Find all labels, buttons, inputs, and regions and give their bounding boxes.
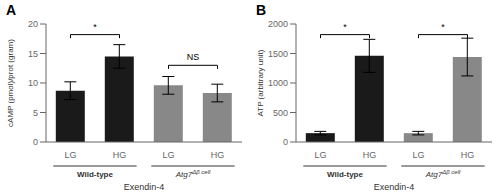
svg-text:0: 0 [33,137,38,147]
svg-text:20: 20 [28,19,38,29]
svg-text:cAMP (pmol)/prot (gram): cAMP (pmol)/prot (gram) [8,39,15,127]
svg-text:HG: HG [363,150,377,160]
svg-text:Exendin-4: Exendin-4 [124,182,165,192]
svg-text:Atg7Δβ cell: Atg7Δβ cell [175,169,211,179]
svg-text:ATP (arbitrary unit): ATP (arbitrary unit) [256,49,265,116]
svg-text:10: 10 [28,78,38,88]
svg-text:Exendin-4: Exendin-4 [374,182,415,192]
svg-text:15: 15 [28,49,38,59]
svg-text:500: 500 [273,108,288,118]
html-text:B: B [256,2,267,18]
svg-text:1000: 1000 [268,78,288,88]
svg-text:Wild-type: Wild-type [77,170,113,179]
svg-text:NS: NS [187,52,200,62]
svg-text:LG: LG [314,150,326,160]
svg-text:*: * [343,22,347,32]
html-text:A: A [6,2,17,18]
svg-text:HG: HG [461,150,475,160]
svg-text:Wild-type: Wild-type [327,170,363,179]
svg-text:*: * [441,22,445,32]
svg-text:LG: LG [412,150,424,160]
svg-text:*: * [93,22,97,32]
svg-text:5: 5 [33,108,38,118]
svg-text:2000: 2000 [268,19,288,29]
svg-text:Atg7Δβ cell: Atg7Δβ cell [425,169,461,179]
svg-text:LG: LG [162,150,174,160]
svg-text:LG: LG [64,150,76,160]
svg-text:HG: HG [113,150,127,160]
svg-text:0: 0 [283,137,288,147]
svg-text:HG: HG [211,150,225,160]
svg-text:1500: 1500 [268,49,288,59]
